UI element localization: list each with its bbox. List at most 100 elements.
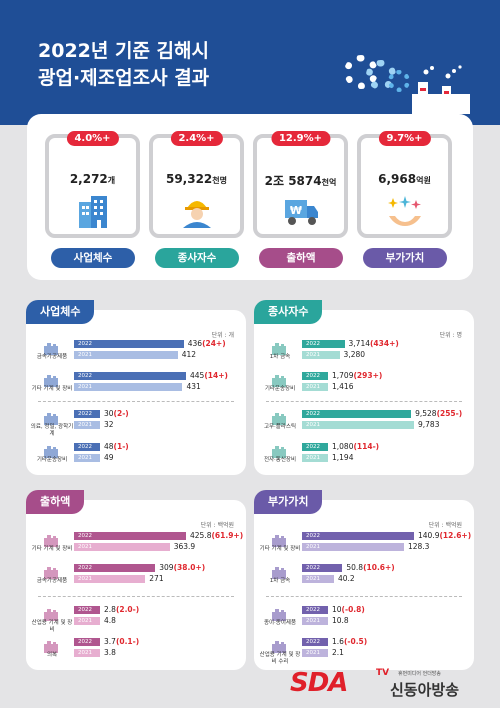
hands-sparkle-icon xyxy=(387,196,421,226)
change-text: (-0.5) xyxy=(343,637,368,646)
bar-2022: 2022 xyxy=(74,372,186,380)
change-text: (10.6+) xyxy=(363,563,395,572)
data-label: 128.3 xyxy=(408,542,429,551)
category-label: 기타 기계 및 장비 xyxy=(31,546,73,552)
bar-2021: 2021 xyxy=(74,421,100,429)
change-text: (38.0+) xyxy=(173,563,206,572)
category-label: 기타운송장비 xyxy=(36,457,68,463)
value-text: 128.3 xyxy=(407,542,430,551)
change-text: (2.0-) xyxy=(115,605,140,614)
series-year-label: 2021 xyxy=(78,384,92,390)
data-label: 425.8(61.9+) xyxy=(190,531,243,540)
bar-2022: 2022 xyxy=(74,410,100,418)
category-icon xyxy=(270,638,290,653)
data-label: 49 xyxy=(104,453,114,462)
header-banner: 2022년 기준 김해시 광업·제조업조사 결과 xyxy=(0,0,500,125)
bar-2021: 2021 xyxy=(74,351,178,359)
category-icon xyxy=(270,443,290,458)
data-label: 9,528(255-) xyxy=(415,409,462,418)
kpi-number: 2,272 xyxy=(69,172,108,186)
panel-title: 사업체수 xyxy=(26,300,95,324)
value-text: 3.7 xyxy=(104,637,116,646)
svg-text:₩: ₩ xyxy=(289,204,301,217)
data-label: 9,783 xyxy=(418,420,439,429)
value-text: 1,709 xyxy=(332,371,354,380)
value-text: 1,416 xyxy=(332,382,354,391)
data-label: 363.9 xyxy=(174,542,195,551)
value-text: 436 xyxy=(187,339,203,348)
bar-2022: 2022 xyxy=(302,532,414,540)
change-text: (434+) xyxy=(370,339,399,348)
value-text: 363.9 xyxy=(173,542,196,551)
series-year-label: 2022 xyxy=(78,341,92,347)
bar-2021: 2021 xyxy=(74,649,100,657)
data-label: 3.7(0.1-) xyxy=(104,637,139,646)
bar-2021: 2021 xyxy=(74,454,100,462)
value-text: 30 xyxy=(104,409,114,418)
category-icon xyxy=(42,443,62,458)
section-divider xyxy=(266,596,462,597)
data-label: 309(38.0+) xyxy=(159,563,205,572)
unit-label: 단위 : 개 xyxy=(211,332,234,339)
kpi-unit: 천억 xyxy=(321,178,337,187)
data-label: 40.2 xyxy=(338,574,355,583)
bar-2022: 2022 xyxy=(302,606,328,614)
category-icon xyxy=(42,340,62,355)
kpi-change-badge: 4.0%+ xyxy=(66,131,119,146)
bar-2021: 2021 xyxy=(74,617,100,625)
kpi-card-employees: 2.4%+ 59,322천명 xyxy=(149,131,244,238)
value-text: 50.8 xyxy=(346,563,364,572)
bar-2022: 2022 xyxy=(302,638,328,646)
category-label: 산업용 기계 및 장비 xyxy=(31,620,73,633)
title-line-1: 2022년 기준 김해시 xyxy=(38,40,209,62)
data-label: 2.1 xyxy=(332,648,344,657)
series-year-label: 2021 xyxy=(306,422,320,428)
category-label: 기타 기계 및 장비 xyxy=(259,546,301,552)
value-text: 40.2 xyxy=(337,574,355,583)
data-label: 50.8(10.6+) xyxy=(346,563,394,572)
logo-name: 신동아방송 xyxy=(390,681,460,699)
series-year-label: 2022 xyxy=(306,565,320,571)
series-year-label: 2021 xyxy=(306,618,320,624)
series-year-label: 2021 xyxy=(78,352,92,358)
kpi-value: 2,272개 xyxy=(49,172,136,186)
value-text: 1,080 xyxy=(332,442,354,451)
series-year-label: 2022 xyxy=(306,341,320,347)
kpi-value: 6,968억원 xyxy=(361,172,448,186)
change-text: (14+) xyxy=(204,371,228,380)
value-text: 2.8 xyxy=(104,605,116,614)
kpi-number: 6,968 xyxy=(378,172,417,186)
data-label: 1,416 xyxy=(332,382,353,391)
change-text: (0.1-) xyxy=(115,637,140,646)
category-label: 기타운송장비 xyxy=(264,386,296,392)
bar-2022: 2022 xyxy=(302,340,345,348)
data-label: 3,714(434+) xyxy=(349,339,399,348)
category-icon xyxy=(42,372,62,387)
value-text: 9,783 xyxy=(418,420,440,429)
logo-sda: SDA xyxy=(290,668,348,698)
change-text: (12.6+) xyxy=(439,531,472,540)
value-text: 2.1 xyxy=(332,648,344,657)
data-label: 1,080(114-) xyxy=(332,442,379,451)
category-icon xyxy=(270,340,290,355)
value-text: 10 xyxy=(332,605,342,614)
bar-2021: 2021 xyxy=(302,543,404,551)
value-text: 10.8 xyxy=(332,616,349,625)
series-year-label: 2022 xyxy=(78,373,92,379)
value-text: 445 xyxy=(190,371,205,380)
change-text: (24+) xyxy=(202,339,226,348)
bar-2022: 2022 xyxy=(74,606,100,614)
series-year-label: 2022 xyxy=(78,411,92,417)
data-label: 431 xyxy=(186,382,200,391)
chart-panel-value-added: 부가가치 단위 : 백억원 기타 기계 및 장비 2022 140.9(12.6+)… xyxy=(254,490,474,670)
data-label: 3,280 xyxy=(344,350,365,359)
panel-title: 부가가치 xyxy=(254,490,323,514)
change-text: (114-) xyxy=(353,442,380,451)
factory-icon xyxy=(412,65,470,114)
unit-label: 단위 : 백억원 xyxy=(428,522,462,529)
section-divider xyxy=(38,401,234,402)
value-text: 412 xyxy=(181,350,197,359)
series-year-label: 2022 xyxy=(78,444,92,450)
kpi-change-badge: 2.4%+ xyxy=(170,131,223,146)
change-text: (1-) xyxy=(113,442,129,451)
